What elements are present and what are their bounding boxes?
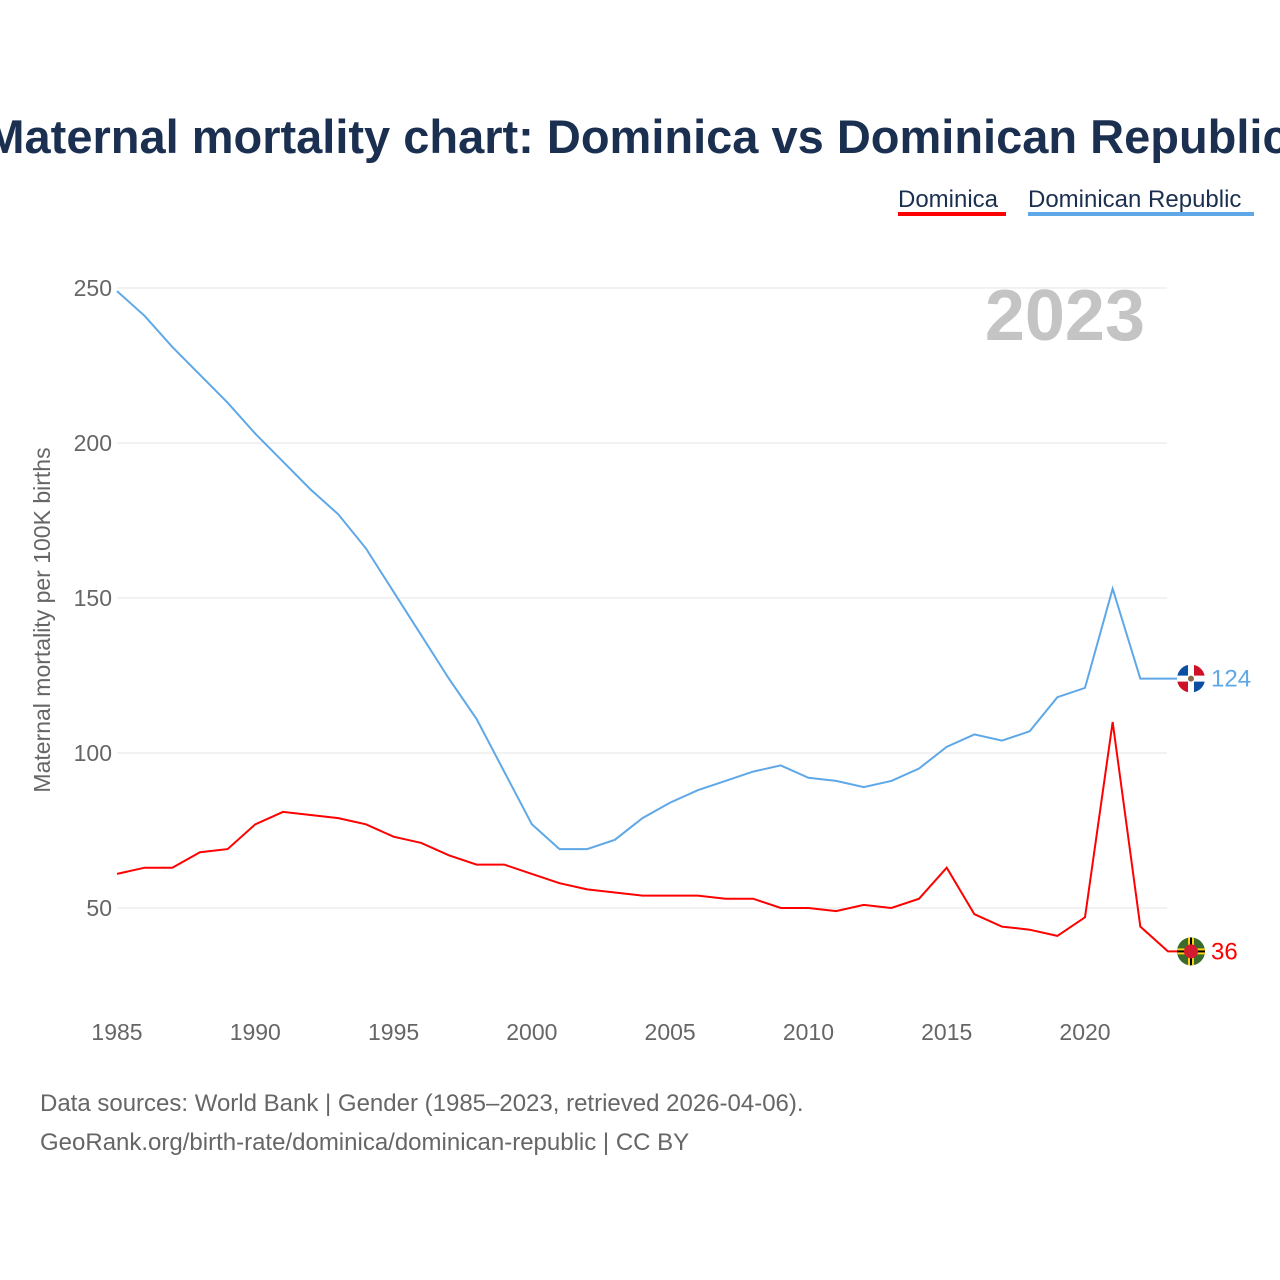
grid: 50 100 150 200 250 1985 1990 1995 2000 2005 2010 20… — [74, 275, 1167, 1045]
y-tick-label: 150 — [74, 585, 112, 611]
dominica-flag-icon — [1177, 937, 1205, 966]
x-tick-label: 2010 — [783, 1019, 834, 1045]
y-axis-label: Maternal mortality per 100K births — [29, 447, 55, 792]
series-lines — [116, 290, 1180, 953]
legend-item-dominican-republic[interactable]: Dominican Republic — [1028, 186, 1254, 216]
footer-sources: Data sources: World Bank | Gender (1985–… — [40, 1090, 804, 1117]
y-tick-label: 50 — [86, 895, 112, 921]
x-tick-label: 1990 — [230, 1019, 281, 1045]
dominican-republic-flag-icon — [1177, 664, 1205, 693]
y-tick-label: 100 — [74, 740, 112, 766]
x-tick-label: 2020 — [1059, 1019, 1110, 1045]
series-line-dominican-republic — [116, 290, 1180, 851]
end-value-label: 124 — [1211, 666, 1251, 693]
x-tick-label: 1995 — [368, 1019, 419, 1045]
x-tick-label: 2015 — [921, 1019, 972, 1045]
x-tick-label: 1985 — [91, 1019, 142, 1045]
x-tick-label: 2000 — [506, 1019, 557, 1045]
legend-item-dominica[interactable]: Dominica — [898, 186, 1006, 216]
legend-swatch — [898, 212, 1006, 216]
end-value-label: 36 — [1211, 938, 1238, 965]
legend: Dominica Dominican Republic — [898, 186, 1254, 216]
legend-swatch — [1028, 212, 1254, 216]
chart-title: Maternal mortality chart: Dominica vs Do… — [0, 110, 1280, 163]
y-tick-label: 250 — [74, 275, 112, 301]
footer-url: GeoRank.org/birth-rate/dominica/dominica… — [40, 1129, 689, 1156]
x-tick-label: 2005 — [645, 1019, 696, 1045]
legend-label: Dominica — [898, 186, 999, 213]
legend-label: Dominican Republic — [1028, 186, 1241, 213]
series-line-dominica — [116, 721, 1180, 953]
year-watermark: 2023 — [985, 276, 1145, 356]
y-tick-label: 200 — [74, 430, 112, 456]
end-markers: 36 124 — [1177, 664, 1251, 966]
